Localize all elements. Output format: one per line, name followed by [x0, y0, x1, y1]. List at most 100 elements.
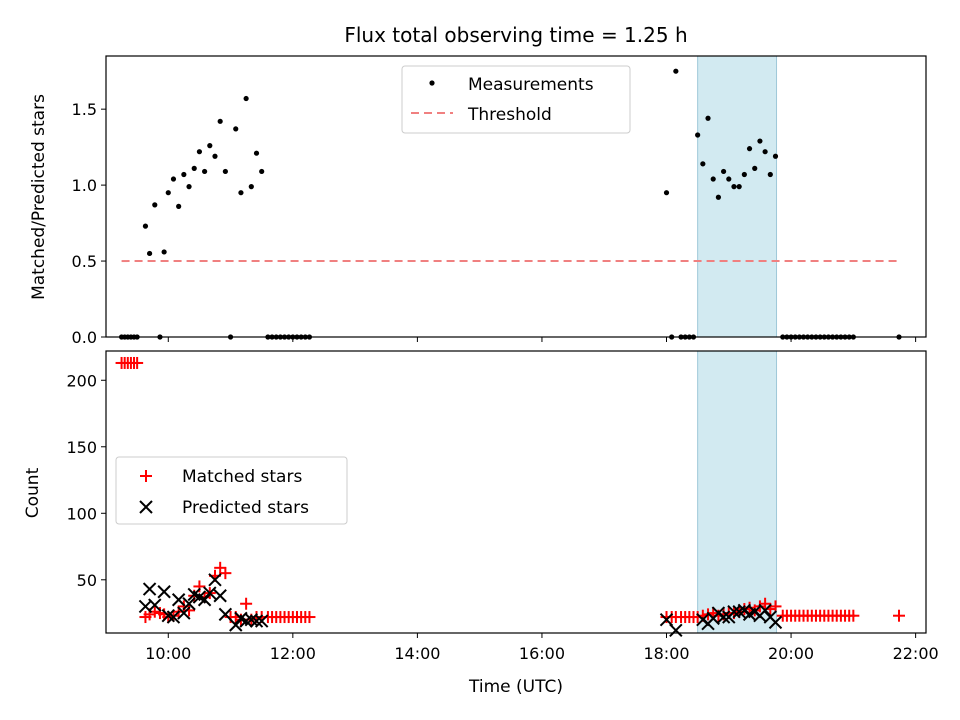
legend-predicted-marker [139, 500, 153, 514]
measurement-point [161, 249, 167, 255]
measurement-point [253, 150, 260, 156]
matched-star-point [131, 356, 144, 369]
measurement-point [746, 146, 753, 152]
predicted-star-point [148, 598, 162, 612]
count-x-tick-label: 16:00 [519, 644, 565, 663]
ratio-y-ticks: 0.0 0.5 1.0 1.5 [72, 100, 106, 347]
count-legend: Matched stars Predicted stars [115, 456, 348, 525]
ratio-shaded-interval [697, 55, 778, 338]
measurement-point [142, 223, 149, 229]
predicted-star-point [669, 623, 683, 638]
predicted-star-point [171, 593, 186, 607]
matched-star-point [847, 609, 860, 622]
measurement-point [202, 168, 208, 175]
measurement-point [772, 153, 779, 159]
measurement-point [212, 153, 218, 159]
measurement-point [207, 143, 213, 149]
ratio-y-tick-label: 0.0 [72, 328, 97, 347]
predicted-star-point [213, 589, 227, 603]
matched-star-point [769, 600, 782, 613]
predicted-star-point [768, 615, 783, 630]
measurement-point [731, 184, 737, 190]
predicted-star-point [249, 614, 264, 628]
matched-star-point [214, 561, 227, 574]
ratio-panel-frame [105, 55, 927, 338]
ratio-y-tick-label: 1.5 [72, 100, 97, 119]
measurement-point [181, 171, 187, 178]
count-y-tick-label: 50 [77, 571, 97, 590]
matched-star-point [219, 567, 232, 580]
legend-matched-marker [140, 470, 152, 482]
predicted-star-point [254, 614, 269, 628]
measurement-point [762, 149, 768, 155]
count-x-tick-label: 12:00 [270, 644, 316, 663]
ratio-y-tick-label: 0.5 [72, 252, 97, 271]
count-y-tick-label: 150 [66, 438, 97, 457]
measurement-point [238, 190, 244, 196]
predicted-star-point [732, 605, 746, 619]
measurement-point [217, 118, 223, 124]
predicted-star-point [716, 610, 731, 624]
measurement-point [233, 126, 239, 132]
measurement-point [146, 250, 153, 257]
measurement-point [222, 168, 228, 175]
ratio-x-ticks [167, 337, 917, 342]
ratio-y-label: Matched/Predicted stars [29, 94, 49, 300]
measurement-point [248, 184, 254, 190]
predicted-star-point [218, 607, 233, 622]
measurement-point [695, 132, 701, 138]
measurement-point [176, 203, 182, 209]
ratio-y-tick-label: 1.0 [72, 176, 97, 195]
predicted-star-point [229, 618, 243, 632]
predicted-star-point [208, 573, 222, 587]
measurement-point [757, 138, 763, 144]
measurement-point [710, 176, 716, 182]
ratio-legend-box [401, 65, 631, 134]
measurement-point [736, 184, 742, 190]
measurement-point [720, 168, 727, 175]
legend-matched-label: Matched stars [182, 467, 302, 487]
predicted-star-point [161, 609, 175, 623]
count-x-tick-label: 22:00 [893, 644, 939, 663]
measurement-point [259, 168, 265, 175]
measurement-point [196, 149, 203, 155]
predicted-star-point [177, 606, 191, 620]
predicted-star-point [182, 597, 196, 611]
matched-star-point [240, 597, 253, 610]
count-y-ticks: 50 100 150 200 [66, 371, 106, 590]
predicted-stars-points [138, 573, 783, 638]
count-y-tick-label: 100 [66, 504, 97, 523]
legend-measurements-label: Measurements [468, 75, 594, 95]
measurement-point [767, 171, 773, 178]
measurement-point [243, 95, 249, 102]
measurement-point [673, 68, 679, 74]
ratio-panel: 0.0 0.5 1.0 1.5 Matched/Predicted stars Mea… [29, 55, 927, 347]
matched-star-point [893, 609, 906, 622]
count-y-label: Count [23, 467, 43, 518]
legend-threshold-label: Threshold [467, 105, 552, 125]
predicted-star-point [142, 582, 157, 596]
measurement-point [752, 165, 758, 171]
measurement-point [715, 194, 722, 200]
measurement-point [170, 176, 177, 182]
matched-star-point [183, 604, 196, 617]
matched-star-point [759, 597, 772, 610]
predicted-star-point [166, 610, 181, 624]
measurement-point [165, 190, 171, 196]
chart-title: Flux total observing time = 1.25 h [344, 23, 687, 47]
predicted-star-point [239, 614, 253, 628]
count-x-ticks: 10:00 12:00 14:00 16:00 18:00 20:00 22:00 [145, 633, 939, 663]
measurement-point [726, 176, 732, 182]
count-shaded-interval [697, 350, 778, 634]
predicted-star-point [157, 585, 171, 599]
count-x-label: Time (UTC) [468, 677, 563, 697]
legend-predicted-label: Predicted stars [182, 498, 309, 518]
measurement-point [186, 184, 192, 190]
measurement-point [191, 165, 197, 171]
count-x-tick-label: 20:00 [768, 644, 814, 663]
matched-star-point [691, 611, 704, 624]
ratio-legend: Measurements Threshold [401, 65, 631, 134]
predicted-star-point [203, 586, 217, 600]
matched-star-point [303, 611, 316, 624]
